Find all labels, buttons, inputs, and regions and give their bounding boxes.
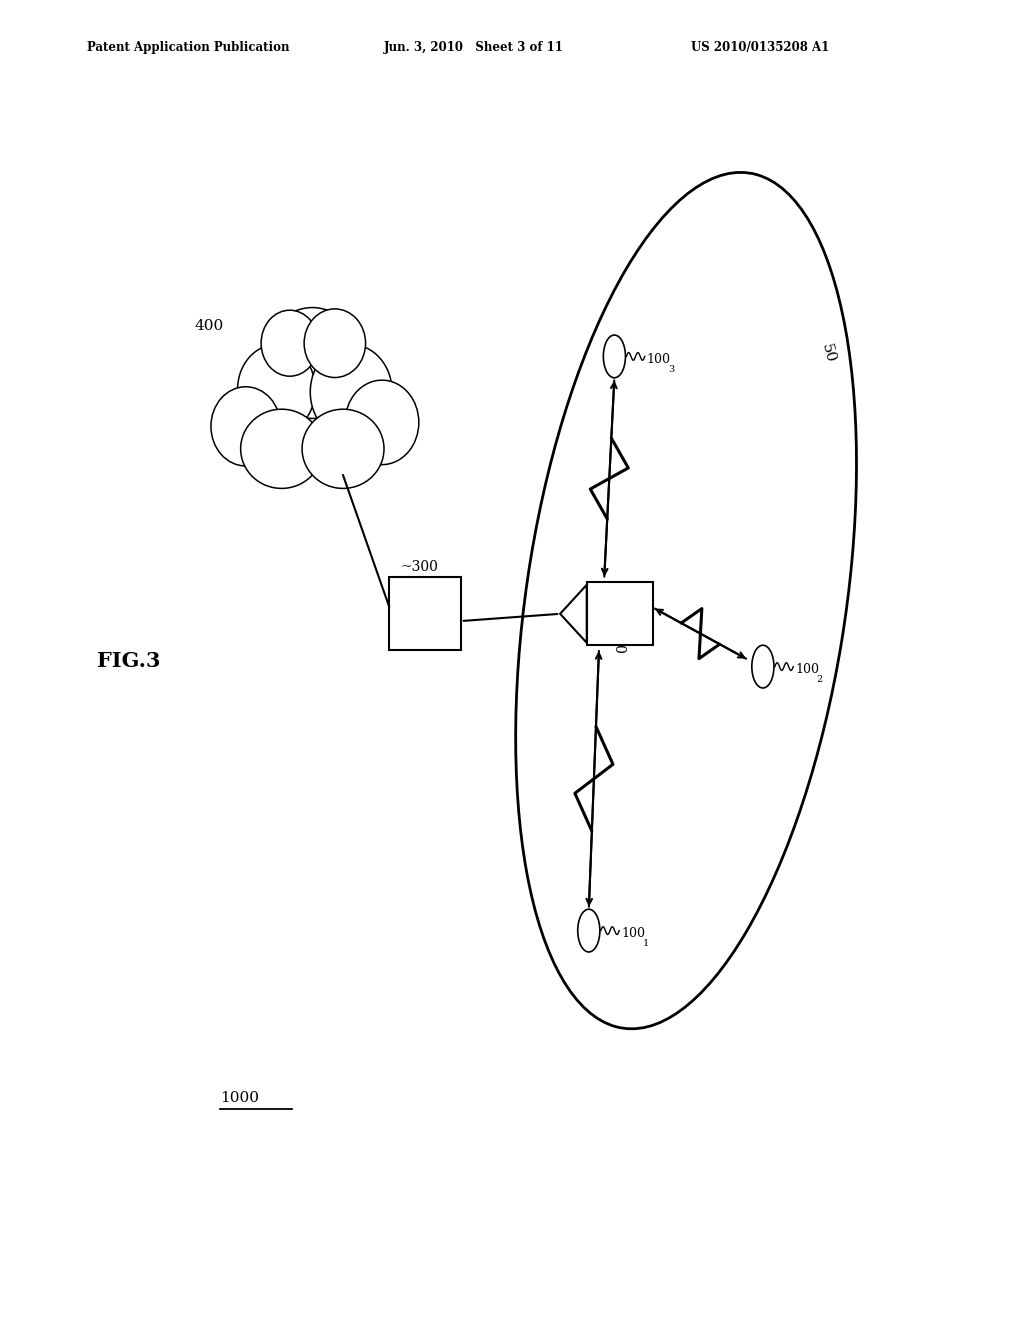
Text: 400: 400 (195, 319, 224, 333)
Text: 1: 1 (643, 940, 649, 949)
Ellipse shape (310, 345, 392, 440)
Text: 50: 50 (819, 342, 838, 364)
Text: 100: 100 (622, 927, 645, 940)
Text: 1000: 1000 (220, 1092, 259, 1105)
Text: 3: 3 (669, 366, 675, 375)
Ellipse shape (302, 409, 384, 488)
Text: 100: 100 (796, 663, 819, 676)
Text: 2: 2 (817, 676, 823, 685)
Ellipse shape (603, 335, 626, 378)
Ellipse shape (211, 387, 281, 466)
Ellipse shape (241, 409, 323, 488)
Ellipse shape (516, 173, 856, 1028)
Ellipse shape (261, 310, 318, 376)
Ellipse shape (345, 380, 419, 465)
Text: 100: 100 (647, 352, 671, 366)
Bar (587, 582, 653, 645)
Ellipse shape (578, 909, 600, 952)
Text: Jun. 3, 2010   Sheet 3 of 11: Jun. 3, 2010 Sheet 3 of 11 (384, 41, 564, 54)
Text: Patent Application Publication: Patent Application Publication (87, 41, 290, 54)
Ellipse shape (304, 309, 366, 378)
Bar (389, 577, 461, 649)
Ellipse shape (238, 345, 315, 434)
Ellipse shape (752, 645, 774, 688)
Ellipse shape (263, 308, 361, 418)
Text: US 2010/0135208 A1: US 2010/0135208 A1 (691, 41, 829, 54)
Text: FIG.3: FIG.3 (97, 651, 161, 671)
Text: ~300: ~300 (401, 560, 438, 574)
Text: ~200: ~200 (610, 618, 625, 655)
